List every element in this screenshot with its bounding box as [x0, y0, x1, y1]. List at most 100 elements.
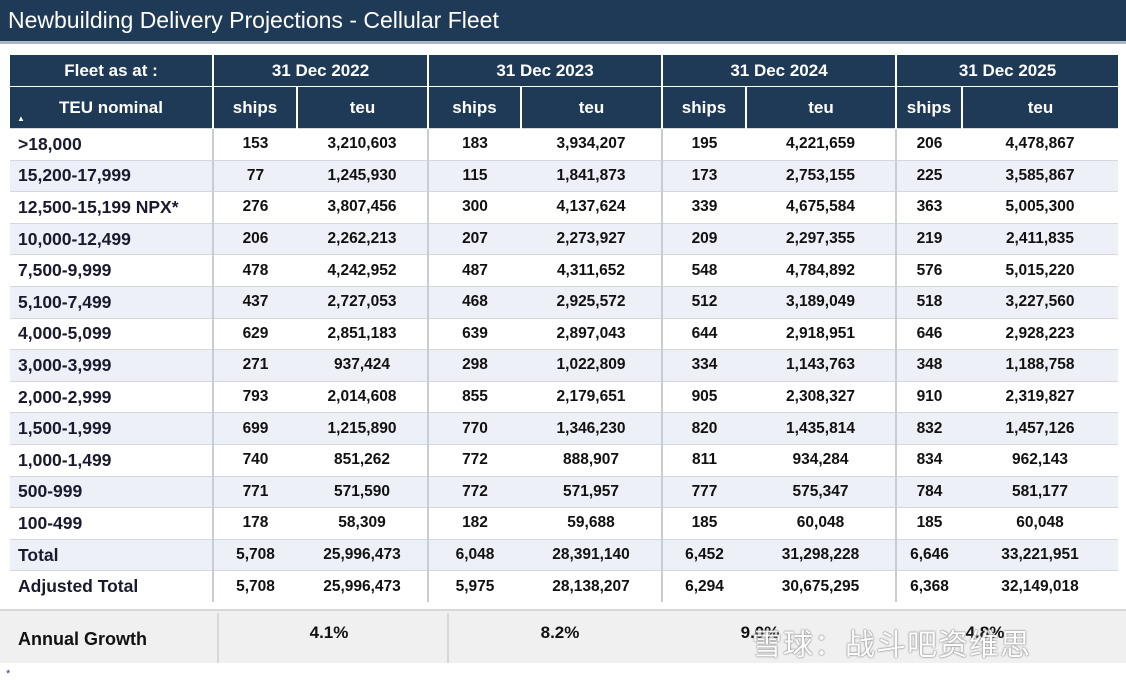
date-header-2022: 31 Dec 2022: [212, 55, 428, 87]
ships-cell: 820: [661, 412, 746, 445]
teu-cell: 59,688: [521, 507, 662, 540]
teu-cell: 4,221,659: [746, 128, 896, 161]
ships-cell: 185: [895, 507, 962, 540]
fleet-table: Fleet as at : 31 Dec 2022 31 Dec 2023 31…: [10, 55, 1118, 602]
date-header-2024: 31 Dec 2024: [661, 55, 896, 87]
teu-cell: 4,478,867: [962, 128, 1118, 161]
table-row: 2,000-2,999 793 2,014,608 855 2,179,651 905 2,…: [10, 380, 1118, 413]
growth-value-2023: 4.1%: [309, 623, 349, 642]
teu-cell: 2,411,835: [962, 222, 1118, 255]
ships-cell: 183: [427, 128, 521, 161]
ships-cell: 153: [212, 128, 297, 161]
teu-cell: 2,273,927: [521, 222, 662, 255]
ships-cell: 699: [212, 412, 297, 445]
teu-nominal-label: TEU nominal: [59, 97, 163, 117]
page-title: Newbuilding Delivery Projections - Cellu…: [0, 0, 1126, 44]
ships-cell: 348: [895, 349, 962, 382]
ships-cell: 548: [661, 254, 746, 287]
ships-cell: 5,708: [212, 538, 297, 571]
ships-cell: 6,646: [895, 538, 962, 571]
ships-header: ships: [661, 86, 746, 129]
row-label: >18,000: [10, 128, 214, 161]
ships-cell: 225: [895, 159, 962, 192]
row-label: 5,100-7,499: [10, 285, 214, 319]
ships-cell: 219: [895, 222, 962, 255]
row-label: 1,500-1,999: [10, 412, 214, 445]
table-row: >18,000 153 3,210,603 183 3,934,207 195 4,221,…: [10, 128, 1118, 161]
teu-cell: 2,262,213: [297, 222, 428, 255]
teu-cell: 28,391,140: [521, 538, 662, 571]
teu-cell: 1,841,873: [521, 159, 662, 192]
ships-cell: 468: [427, 285, 521, 319]
row-label: Adjusted Total: [10, 570, 214, 602]
ships-cell: 832: [895, 412, 962, 445]
teu-cell: 3,934,207: [521, 128, 662, 161]
ships-cell: 276: [212, 191, 297, 224]
ships-cell: 793: [212, 380, 297, 413]
teu-cell: 888,907: [521, 443, 662, 477]
ships-cell: 644: [661, 317, 746, 350]
teu-cell: 2,308,327: [746, 380, 896, 413]
teu-cell: 33,221,951: [962, 538, 1118, 571]
teu-cell: 2,897,043: [521, 317, 662, 350]
growth-divider: [217, 613, 219, 663]
row-label: 1,000-1,499: [10, 443, 214, 477]
table-row: 10,000-12,499 206 2,262,213 207 2,273,927 209…: [10, 222, 1118, 255]
ships-cell: 512: [661, 285, 746, 319]
teu-cell: 4,242,952: [297, 254, 428, 287]
date-header-2025: 31 Dec 2025: [895, 55, 1118, 87]
teu-cell: 2,851,183: [297, 317, 428, 350]
teu-cell: 4,784,892: [746, 254, 896, 287]
ships-cell: 363: [895, 191, 962, 224]
table-row: Total 5,708 25,996,473 6,048 28,391,140 6,452…: [10, 538, 1118, 571]
teu-cell: 2,297,355: [746, 222, 896, 255]
teu-cell: 2,753,155: [746, 159, 896, 192]
sort-ascending-icon[interactable]: ▲: [17, 114, 25, 123]
fleet-table-container: Fleet as at : 31 Dec 2022 31 Dec 2023 31…: [10, 55, 1118, 602]
table-row: 4,000-5,099 629 2,851,183 639 2,897,043 644 2,…: [10, 317, 1118, 350]
teu-header: teu: [961, 86, 1118, 129]
annual-growth-row: Annual Growth 4.1% 8.2% 9.0% 4.8%: [0, 609, 1126, 663]
table-row: Adjusted Total 5,708 25,996,473 5,975 28,138…: [10, 570, 1118, 602]
table-row: 100-499 178 58,309 182 59,688 185 60,048 185 60,…: [10, 507, 1118, 540]
teu-nominal-header[interactable]: TEU nominal ▲: [10, 86, 213, 129]
growth-value-2024: 8.2%: [540, 623, 580, 642]
growth-value-2026: 4.8%: [965, 623, 1005, 642]
table-row: 1,500-1,999 699 1,215,890 770 1,346,230 820 1,…: [10, 412, 1118, 445]
ships-cell: 207: [427, 222, 521, 255]
teu-header: teu: [296, 86, 428, 129]
teu-header: teu: [745, 86, 896, 129]
teu-cell: 30,675,295: [746, 570, 896, 602]
fleet-table-body: >18,000 153 3,210,603 183 3,934,207 195 4,221,…: [10, 128, 1118, 602]
ships-cell: 777: [661, 475, 746, 508]
header-row-dates: Fleet as at : 31 Dec 2022 31 Dec 2023 31…: [10, 55, 1118, 87]
ships-cell: 6,294: [661, 570, 746, 602]
ships-cell: 206: [212, 222, 297, 255]
row-label: 10,000-12,499: [10, 222, 214, 255]
ships-cell: 740: [212, 443, 297, 477]
teu-cell: 851,262: [297, 443, 428, 477]
ships-cell: 834: [895, 443, 962, 477]
ships-cell: 784: [895, 475, 962, 508]
row-label: Total: [10, 538, 214, 571]
teu-cell: 581,177: [962, 475, 1118, 508]
growth-divider: [447, 613, 449, 663]
ships-cell: 518: [895, 285, 962, 319]
row-label: 15,200-17,999: [10, 159, 214, 192]
teu-cell: 60,048: [746, 507, 896, 540]
ships-cell: 339: [661, 191, 746, 224]
ships-cell: 487: [427, 254, 521, 287]
table-row: 5,100-7,499 437 2,727,053 468 2,925,572 512 3,…: [10, 285, 1118, 319]
teu-cell: 32,149,018: [962, 570, 1118, 602]
teu-cell: 2,179,651: [521, 380, 662, 413]
teu-cell: 2,727,053: [297, 285, 428, 319]
ships-cell: 115: [427, 159, 521, 192]
ships-cell: 811: [661, 443, 746, 477]
teu-cell: 575,347: [746, 475, 896, 508]
teu-cell: 3,227,560: [962, 285, 1118, 319]
teu-cell: 4,675,584: [746, 191, 896, 224]
footnote-mark: *: [6, 668, 11, 680]
watermark: 雪球：战斗吧资维思: [752, 628, 1031, 663]
ships-cell: 576: [895, 254, 962, 287]
ships-cell: 772: [427, 475, 521, 508]
